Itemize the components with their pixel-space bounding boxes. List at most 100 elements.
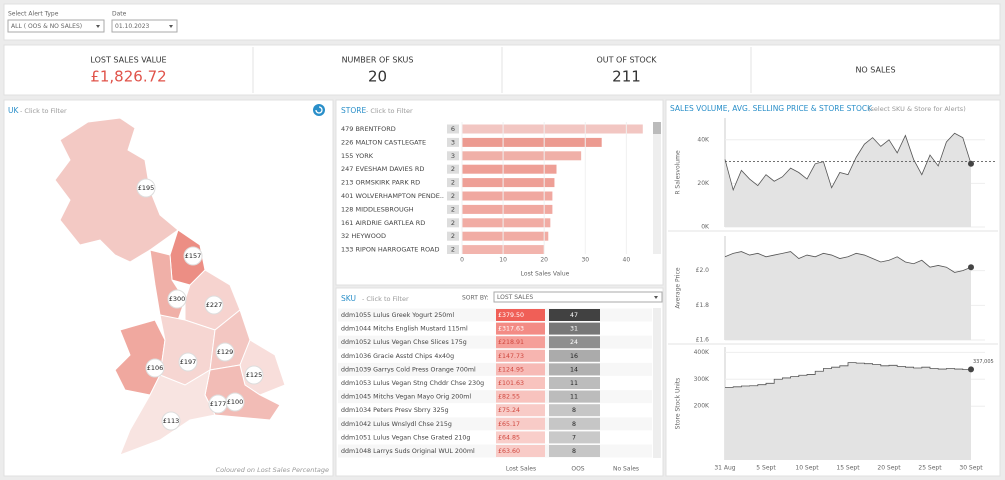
map-bubble[interactable]: [225, 392, 245, 412]
store-label[interactable]: 213 ORMSKIRK PARK RD: [341, 179, 420, 187]
store-label[interactable]: 226 MALTON CASTLEGATE: [341, 138, 426, 146]
map-bubble-label[interactable]: £300: [169, 295, 186, 303]
lost-sales-cell: [496, 431, 545, 444]
select-box[interactable]: [493, 291, 663, 303]
bar[interactable]: [462, 164, 557, 174]
lost-sales-value: £82.55: [498, 394, 520, 401]
last-point: [968, 366, 974, 373]
alert-type-select[interactable]: ALL ( OOS & NO SALES): [7, 19, 105, 33]
line: [724, 132, 972, 192]
sku-name[interactable]: ddm1053 Lulus Vegan Stng Chddr Chse 230g: [341, 380, 484, 387]
bar[interactable]: [462, 137, 602, 147]
lost-sales-value: £218.91: [498, 339, 524, 346]
bar[interactable]: [462, 204, 553, 214]
select-box[interactable]: [111, 19, 178, 33]
oos-value: 14: [570, 366, 578, 373]
filter-label: Select Alert Type: [8, 11, 59, 18]
region[interactable]: [54, 117, 179, 263]
store-label[interactable]: 479 BRENTFORD: [341, 125, 396, 133]
map-bubble-label[interactable]: £197: [180, 358, 197, 366]
map-bubble[interactable]: [178, 352, 198, 372]
sku-name[interactable]: ddm1042 Lulus Wnslydl Chse 215g: [341, 421, 452, 428]
map-bubble[interactable]: [167, 289, 187, 309]
select-value[interactable]: ALL ( OOS & NO SALES): [11, 23, 82, 30]
count-label: 2: [451, 165, 455, 173]
store-label[interactable]: 133 RIPON HARROGATE ROAD: [341, 246, 439, 254]
y-tick-label: 400K: [694, 349, 710, 356]
map-bubble[interactable]: [244, 365, 264, 385]
sku-name[interactable]: ddm1052 Lulus Vegan Chse Slices 175g: [341, 339, 467, 346]
bar[interactable]: [462, 124, 643, 134]
map-bubble-label[interactable]: £177: [210, 400, 227, 408]
count-label: 2: [451, 219, 455, 227]
store-label[interactable]: 247 EVESHAM DAVIES RD: [341, 165, 424, 173]
refresh-button[interactable]: [313, 104, 325, 116]
bar[interactable]: [462, 191, 553, 201]
map-bubble-label[interactable]: £157: [185, 252, 202, 260]
map-bubble-label[interactable]: £227: [206, 301, 223, 309]
scroll-thumb[interactable]: [653, 122, 661, 134]
y-tick-label: 300K: [694, 376, 710, 383]
x-tick-label: 25 Sept: [918, 465, 942, 472]
lost-sales-value: £379.50: [498, 312, 524, 319]
sku-name[interactable]: ddm1039 Garrys Cold Press Orange 700ml: [341, 366, 476, 373]
oos-cell: [549, 431, 600, 444]
select-arrow[interactable]: [169, 25, 173, 28]
map-bubble-label[interactable]: £129: [217, 348, 234, 356]
sku-name[interactable]: ddm1036 Gracie Asstd Chips 4x40g: [341, 353, 454, 360]
count-box: [447, 245, 459, 254]
scrollbar[interactable]: [653, 308, 661, 458]
store-axis: 0 10 20 30 40 Lost Sales Value: [460, 122, 630, 278]
last-point: [968, 264, 974, 271]
date-select[interactable]: 01.10.2023: [111, 19, 178, 33]
sort-label: SORT BY:: [462, 295, 489, 302]
map-bubble-label[interactable]: £113: [163, 417, 180, 425]
sort-select[interactable]: LOST SALES: [493, 291, 663, 303]
map-footnote: Coloured on Lost Sales Percentage: [216, 466, 329, 474]
store-label[interactable]: 401 WOLVERHAMPTON PENDE..: [341, 192, 444, 200]
line: [725, 362, 972, 388]
select-value[interactable]: LOST SALES: [497, 294, 533, 301]
map-bubble[interactable]: [161, 411, 181, 431]
select-arrow[interactable]: [96, 25, 100, 28]
count-label: 3: [451, 138, 455, 146]
sku-name[interactable]: ddm1048 Larrys Suds Original WUL 200ml: [341, 448, 475, 455]
sku-name[interactable]: ddm1051 Lulus Vegan Chse Grated 210g: [341, 434, 470, 441]
bar[interactable]: [462, 151, 582, 161]
map-bubble-label[interactable]: £100: [227, 398, 244, 406]
oos-cell: [549, 363, 600, 376]
bar[interactable]: [462, 178, 555, 188]
sku-name[interactable]: ddm1044 Mitchs English Mustard 115ml: [341, 326, 468, 333]
refresh-icon[interactable]: [313, 104, 325, 116]
oos-value: 24: [570, 339, 578, 346]
select-value[interactable]: 01.10.2023: [115, 23, 150, 30]
map-bubble-label[interactable]: £125: [246, 371, 263, 379]
scrollbar[interactable]: [653, 122, 661, 254]
sku-name[interactable]: ddm1045 Mitchs Vegan Mayo Orig 200ml: [341, 394, 471, 401]
store-label[interactable]: 155 YORK: [341, 152, 374, 160]
sku-name[interactable]: ddm1034 Peters Presv Sbrry 325g: [341, 407, 449, 414]
oos-value: 8: [572, 448, 576, 455]
area: [725, 133, 971, 227]
refresh-arrow[interactable]: [315, 106, 323, 114]
map-bubble[interactable]: [215, 342, 235, 362]
map-bubble[interactable]: [183, 246, 203, 266]
bar[interactable]: [462, 218, 551, 228]
select-arrow[interactable]: [654, 296, 658, 299]
lost-sales-value: £124.95: [498, 366, 524, 373]
map-bubble[interactable]: [145, 358, 165, 378]
oos-cell: [549, 404, 600, 417]
store-label[interactable]: 161 AIRDRIE GARTLEA RD: [341, 219, 425, 227]
y-tick-label: 20K: [697, 180, 710, 187]
store-label[interactable]: 128 MIDDLESBROUGH: [341, 205, 414, 213]
sku-name[interactable]: ddm1055 Lulus Greek Yogurt 250ml: [341, 312, 454, 319]
store-label[interactable]: 32 HEYWOOD: [341, 232, 386, 240]
bar[interactable]: [462, 231, 549, 241]
select-box[interactable]: [7, 19, 105, 33]
map-bubble-label[interactable]: £195: [138, 184, 155, 192]
map-bubble-label[interactable]: £106: [147, 364, 164, 372]
map-bubble[interactable]: [136, 178, 156, 198]
last-point: [968, 160, 974, 167]
map-bubble[interactable]: [204, 295, 224, 315]
line: [724, 251, 972, 273]
